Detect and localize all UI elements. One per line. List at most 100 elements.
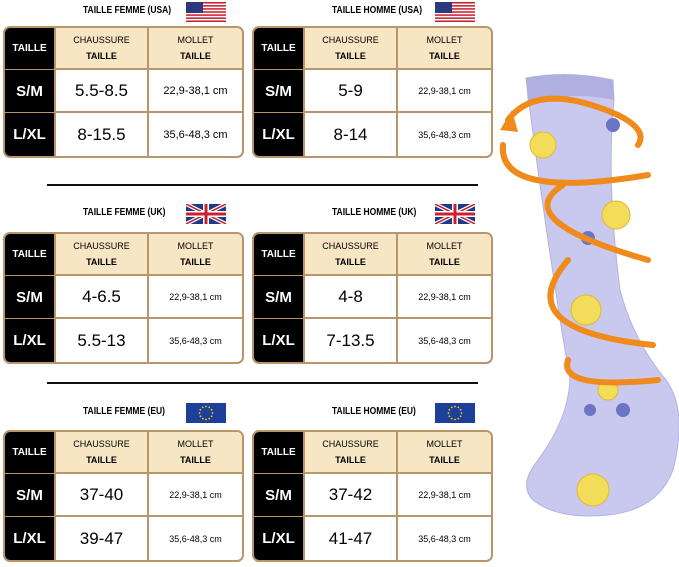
size-label: S/M bbox=[254, 70, 303, 113]
size-label: S/M bbox=[5, 276, 54, 319]
header-text: CHAUSSURE bbox=[73, 241, 130, 251]
shoe-size: 8-14 bbox=[303, 113, 396, 156]
shoe-size: 41-47 bbox=[303, 517, 396, 560]
shoe-size: 4-6.5 bbox=[54, 276, 147, 319]
corner-header: TAILLE bbox=[254, 432, 303, 474]
flag-icon bbox=[186, 403, 226, 423]
header-text: MOLLET bbox=[426, 439, 463, 449]
size-label: L/XL bbox=[254, 319, 303, 362]
size-label: L/XL bbox=[254, 517, 303, 560]
shoe-size: 8-15.5 bbox=[54, 113, 147, 156]
column-header: CHAUSSURE TAILLE bbox=[54, 234, 147, 276]
column-header: MOLLET TAILLE bbox=[396, 432, 491, 474]
shoe-size: 37-40 bbox=[54, 474, 147, 517]
separator bbox=[47, 184, 478, 186]
shoe-size: 37-42 bbox=[303, 474, 396, 517]
flag-icon bbox=[186, 2, 226, 22]
size-table: TAILLE CHAUSSURE TAILLE MOLLET TAILLE S/M 5-9 2… bbox=[252, 26, 493, 158]
header-text: CHAUSSURE bbox=[322, 35, 379, 45]
calf-size: 22,9-38,1 cm bbox=[147, 276, 242, 319]
shoe-size: 5.5-13 bbox=[54, 319, 147, 362]
header-text: TAILLE bbox=[180, 257, 211, 267]
calf-size: 22,9-38,1 cm bbox=[396, 276, 491, 319]
size-table: TAILLE CHAUSSURE TAILLE MOLLET TAILLE S/M 5.5-… bbox=[3, 26, 244, 158]
flag-icon bbox=[435, 2, 475, 22]
column-header: MOLLET TAILLE bbox=[147, 28, 242, 70]
header-text: MOLLET bbox=[426, 35, 463, 45]
column-header: MOLLET TAILLE bbox=[396, 28, 491, 70]
column-header: MOLLET TAILLE bbox=[396, 234, 491, 276]
calf-size: 22,9-38,1 cm bbox=[396, 70, 491, 113]
header-text: TAILLE bbox=[86, 51, 117, 61]
size-label: L/XL bbox=[5, 319, 54, 362]
corner-header: TAILLE bbox=[254, 234, 303, 276]
table-title: TAILLE HOMME (USA) bbox=[332, 5, 423, 16]
shoe-size: 4-8 bbox=[303, 276, 396, 319]
header-text: MOLLET bbox=[177, 35, 214, 45]
calf-size: 35,6-48,3 cm bbox=[396, 517, 491, 560]
calf-size: 22,9-38,1 cm bbox=[396, 474, 491, 517]
corner-header: TAILLE bbox=[254, 28, 303, 70]
size-label: S/M bbox=[254, 474, 303, 517]
calf-size: 35,6-48,3 cm bbox=[396, 319, 491, 362]
header-text: TAILLE bbox=[180, 455, 211, 465]
corner-header: TAILLE bbox=[5, 432, 54, 474]
table-title: TAILLE FEMME (USA) bbox=[83, 5, 172, 16]
column-header: CHAUSSURE TAILLE bbox=[303, 234, 396, 276]
header-text: CHAUSSURE bbox=[322, 241, 379, 251]
calf-size: 22,9-38,1 cm bbox=[147, 474, 242, 517]
header-text: CHAUSSURE bbox=[73, 439, 130, 449]
calf-size: 22,9-38,1 cm bbox=[147, 70, 242, 113]
header-text: TAILLE bbox=[429, 257, 460, 267]
column-header: CHAUSSURE TAILLE bbox=[303, 28, 396, 70]
size-label: L/XL bbox=[254, 113, 303, 156]
header-text: TAILLE bbox=[180, 51, 211, 61]
calf-size: 35,6-48,3 cm bbox=[147, 113, 242, 156]
flag-icon bbox=[435, 204, 475, 224]
header-text: MOLLET bbox=[177, 439, 214, 449]
separator bbox=[47, 382, 478, 384]
calf-size: 35,6-48,3 cm bbox=[147, 517, 242, 560]
flag-icon bbox=[186, 204, 226, 224]
shoe-size: 5-9 bbox=[303, 70, 396, 113]
size-table: TAILLE CHAUSSURE TAILLE MOLLET TAILLE S/M 4-6.… bbox=[3, 232, 244, 364]
table-title: TAILLE HOMME (EU) bbox=[332, 406, 416, 417]
header-text: TAILLE bbox=[429, 51, 460, 61]
column-header: MOLLET TAILLE bbox=[147, 432, 242, 474]
header-text: MOLLET bbox=[177, 241, 214, 251]
calf-size: 35,6-48,3 cm bbox=[147, 319, 242, 362]
size-table: TAILLE CHAUSSURE TAILLE MOLLET TAILLE S/M 37-4… bbox=[3, 430, 244, 562]
size-label: S/M bbox=[254, 276, 303, 319]
table-title: TAILLE FEMME (UK) bbox=[83, 207, 166, 218]
table-title: TAILLE FEMME (EU) bbox=[83, 406, 166, 417]
header-text: MOLLET bbox=[426, 241, 463, 251]
header-text: CHAUSSURE bbox=[73, 35, 130, 45]
header-text: TAILLE bbox=[86, 455, 117, 465]
size-label: L/XL bbox=[5, 113, 54, 156]
header-text: TAILLE bbox=[86, 257, 117, 267]
sock-illustration bbox=[499, 73, 679, 517]
size-table: TAILLE CHAUSSURE TAILLE MOLLET TAILLE S/M 4-8 2… bbox=[252, 232, 493, 364]
shoe-size: 7-13.5 bbox=[303, 319, 396, 362]
corner-header: TAILLE bbox=[5, 234, 54, 276]
header-text: TAILLE bbox=[335, 257, 366, 267]
header-text: TAILLE bbox=[335, 455, 366, 465]
header-text: TAILLE bbox=[335, 51, 366, 61]
column-header: CHAUSSURE TAILLE bbox=[303, 432, 396, 474]
header-text: CHAUSSURE bbox=[322, 439, 379, 449]
corner-header: TAILLE bbox=[5, 28, 54, 70]
column-header: CHAUSSURE TAILLE bbox=[54, 432, 147, 474]
header-text: TAILLE bbox=[429, 455, 460, 465]
calf-size: 35,6-48,3 cm bbox=[396, 113, 491, 156]
table-title: TAILLE HOMME (UK) bbox=[332, 207, 417, 218]
shoe-size: 5.5-8.5 bbox=[54, 70, 147, 113]
flag-icon bbox=[435, 403, 475, 423]
column-header: CHAUSSURE TAILLE bbox=[54, 28, 147, 70]
size-label: S/M bbox=[5, 474, 54, 517]
size-label: L/XL bbox=[5, 517, 54, 560]
column-header: MOLLET TAILLE bbox=[147, 234, 242, 276]
size-label: S/M bbox=[5, 70, 54, 113]
shoe-size: 39-47 bbox=[54, 517, 147, 560]
size-table: TAILLE CHAUSSURE TAILLE MOLLET TAILLE S/M 37-4… bbox=[252, 430, 493, 562]
